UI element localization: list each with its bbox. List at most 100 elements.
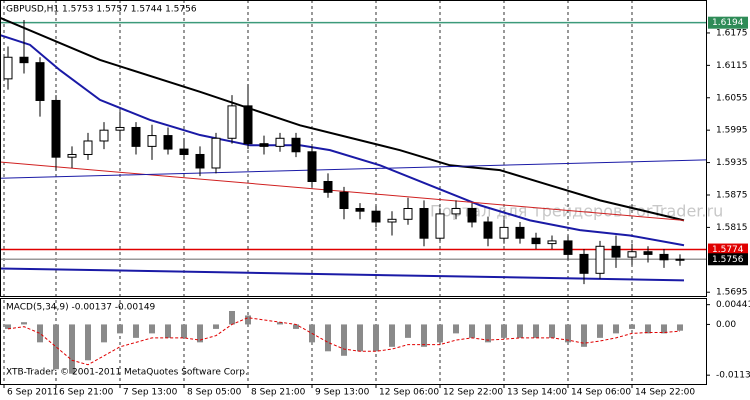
price-label-box: [708, 16, 748, 29]
y-tick-label: 1.5875: [716, 190, 748, 200]
price-label: 1.5774: [712, 245, 744, 255]
candle-body: [339, 191, 349, 209]
y-tick-label: 0.00: [716, 320, 736, 330]
macd-pane-frame: [0, 298, 707, 385]
candle-body: [451, 207, 461, 215]
macd-bar: [629, 324, 635, 329]
macd-bar: [5, 324, 11, 329]
macd-bar: [293, 324, 299, 329]
price-label: 1.5756: [712, 255, 744, 265]
macd-bar: [405, 324, 411, 338]
candle-body: [515, 226, 525, 239]
macd-bar: [501, 324, 507, 338]
candle-body: [83, 140, 93, 155]
macd-bar: [117, 324, 123, 334]
x-tick-label: 7 Sep 13:00: [123, 388, 178, 398]
candle-body: [595, 245, 605, 274]
macd-bar: [357, 324, 363, 352]
candle-body: [323, 180, 333, 193]
macd-bar: [613, 324, 619, 334]
candle-body: [371, 210, 381, 223]
macd-bar: [213, 324, 219, 329]
x-tick-label: 8 Sep 05:00: [187, 388, 242, 398]
macd-bar: [133, 324, 139, 338]
y-tick-label: -0.01133: [716, 371, 750, 381]
candle-body: [355, 207, 365, 212]
macd-bar: [245, 315, 251, 325]
x-tick-label: 6 Sep 21:00: [59, 388, 114, 398]
x-tick-label: 14 Sep 06:00: [571, 388, 631, 398]
macd-bar: [229, 310, 235, 325]
macd-bar: [197, 324, 203, 343]
y-tick-label: 1.5815: [716, 223, 748, 233]
price-label-box: [708, 253, 748, 266]
macd-bar: [53, 324, 59, 370]
candle-body: [611, 245, 621, 258]
indicator-line: [0, 34, 685, 247]
y-tick-label: 1.6055: [716, 93, 748, 103]
candle-body: [259, 143, 269, 147]
macd-pane: [5, 310, 683, 374]
y-tick-label: 1.5995: [716, 126, 748, 136]
candle-body: [435, 213, 445, 239]
macd-bar: [85, 324, 91, 361]
footer: XTB-Trader: © 2001-2011 MetaQuotes Softw…: [6, 368, 248, 378]
macd-bar: [389, 324, 395, 347]
macd-bar: [437, 324, 443, 343]
x-tick-label: 8 Sep 21:00: [251, 388, 306, 398]
candle-body: [275, 137, 285, 147]
indicator-line: [0, 159, 707, 179]
macd-bar: [677, 324, 683, 331]
candle-body: [195, 153, 205, 169]
candle-body: [483, 221, 493, 239]
candle-body: [115, 126, 125, 131]
macd-bar: [277, 322, 283, 325]
y-tick-label: 1.5935: [716, 158, 748, 168]
macd-bar: [165, 324, 171, 338]
macd-bar: [101, 324, 107, 343]
y-tick-label: 1.6115: [716, 61, 748, 71]
signal-line: [7, 317, 681, 366]
x-tick-label: 13 Sep 14:00: [507, 388, 567, 398]
candle-body: [499, 226, 509, 239]
macd-bar: [565, 324, 571, 343]
chart-title: GBPUSD,H1 1.5753 1.5757 1.5744 1.5756: [6, 5, 197, 15]
macd-bar: [325, 324, 331, 352]
macd-bar: [533, 324, 539, 338]
macd-bar: [37, 324, 43, 343]
y-tick-label: 1.5695: [716, 288, 748, 298]
macd-bar: [69, 324, 75, 374]
macd-bar: [661, 324, 667, 334]
macd-bar: [21, 322, 27, 325]
macd-bar: [549, 324, 555, 338]
x-tick-label: 14 Sep 22:00: [635, 388, 695, 398]
macd-bar: [181, 324, 187, 338]
macd-bar: [645, 324, 651, 334]
macd-bar: [341, 324, 347, 356]
candle-body: [163, 135, 173, 150]
price-pane: [0, 0, 707, 384]
candle-body: [643, 251, 653, 255]
macd-bar: [149, 324, 155, 334]
y-tick-label: 0.00441: [716, 300, 750, 310]
candle-body: [227, 105, 237, 139]
macd-bar: [517, 324, 523, 338]
candle-body: [131, 126, 141, 147]
indicator-line: [0, 161, 685, 221]
x-tick-label: 9 Sep 13:00: [315, 388, 370, 398]
price-pane-frame: [0, 0, 707, 297]
x-tick-label: 12 Sep 22:00: [443, 388, 503, 398]
macd-bar: [421, 324, 427, 347]
candle-body: [291, 137, 301, 153]
candle-body: [35, 62, 45, 101]
x-tick-label: 6 Sep 2011: [7, 388, 58, 398]
candle-body: [659, 253, 669, 261]
macd-bar: [453, 324, 459, 334]
x-tick-label: 12 Sep 06:00: [379, 388, 439, 398]
candle-body: [147, 135, 157, 147]
macd-bar: [469, 324, 475, 338]
macd-bar: [373, 324, 379, 352]
candle-body: [563, 240, 573, 255]
macd-bar: [485, 324, 491, 343]
candle-body: [403, 207, 413, 220]
